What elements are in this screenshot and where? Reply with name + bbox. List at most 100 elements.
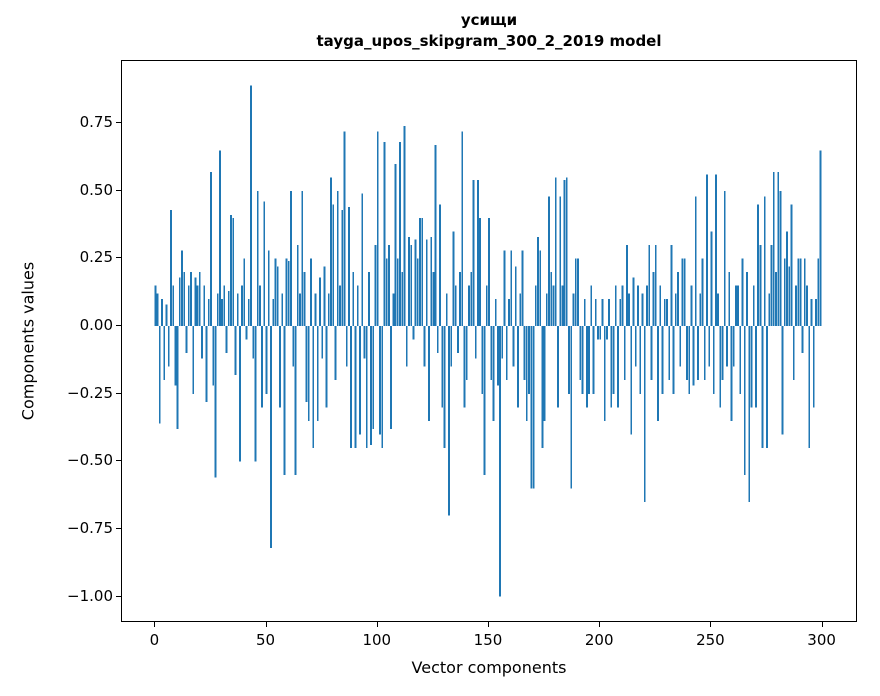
bar <box>714 174 717 327</box>
bar <box>501 326 504 359</box>
bar <box>459 272 461 327</box>
bar <box>592 326 595 394</box>
bar <box>316 326 319 421</box>
bar <box>181 250 183 327</box>
bar <box>777 171 780 327</box>
bar <box>356 285 359 327</box>
bar <box>223 285 226 327</box>
bar <box>521 250 524 327</box>
bar <box>379 326 381 435</box>
bar <box>428 326 430 421</box>
bar <box>279 326 281 408</box>
bar <box>688 326 691 394</box>
y-tick-label: −1.00 <box>67 586 113 605</box>
bar <box>270 326 272 548</box>
y-tick-label: 0.25 <box>79 248 113 267</box>
bar <box>383 142 386 327</box>
bar <box>376 131 379 327</box>
chart-title-line1: усищи <box>460 11 518 29</box>
bar <box>218 150 221 327</box>
bar <box>783 258 786 327</box>
bar <box>350 326 352 448</box>
bar <box>761 326 764 448</box>
bar <box>752 285 755 327</box>
bar <box>176 326 179 429</box>
bar <box>385 258 388 327</box>
bar <box>272 299 275 327</box>
bar <box>283 326 286 475</box>
bar <box>577 258 579 327</box>
bar <box>254 326 257 462</box>
bar <box>412 326 415 340</box>
bar <box>174 326 177 386</box>
bar <box>372 326 375 429</box>
bar <box>156 293 159 327</box>
bar <box>483 326 486 475</box>
bar <box>759 244 762 327</box>
chart-title: усищи tayga_upos_skipgram_300_2_2019 mod… <box>121 10 857 52</box>
y-tick-label: 0.75 <box>79 113 113 132</box>
bar <box>345 326 348 367</box>
bar <box>481 326 484 394</box>
bar <box>319 277 321 327</box>
y-tick-label: −0.25 <box>67 383 113 402</box>
bar <box>550 272 553 327</box>
bar <box>241 285 243 327</box>
bar <box>232 217 235 327</box>
bar <box>610 326 613 408</box>
bar <box>354 326 357 448</box>
bar <box>214 326 217 478</box>
bar <box>330 177 332 327</box>
bar <box>456 326 459 354</box>
bar <box>652 272 655 327</box>
bar <box>594 299 597 327</box>
bar <box>361 193 364 327</box>
bar <box>419 217 421 327</box>
bar <box>532 326 535 489</box>
bar <box>421 217 424 327</box>
bar <box>210 171 212 327</box>
bar <box>614 285 617 327</box>
bar <box>663 299 666 327</box>
bar <box>755 326 757 408</box>
bar <box>579 326 582 381</box>
bar <box>692 326 695 386</box>
bar <box>396 258 399 327</box>
bar <box>305 326 308 402</box>
bar <box>514 266 517 327</box>
bar <box>683 258 686 327</box>
y-tick-label: −0.50 <box>67 451 113 470</box>
bar <box>563 180 566 327</box>
bar <box>416 258 419 327</box>
y-tick-label: −0.75 <box>67 519 113 538</box>
bar <box>488 217 490 327</box>
bar <box>216 293 219 327</box>
bar <box>359 326 361 435</box>
bar <box>365 326 368 448</box>
bar <box>732 326 735 367</box>
bar <box>679 326 682 367</box>
bar <box>801 326 804 354</box>
bar <box>294 326 297 475</box>
bar <box>741 258 744 327</box>
bar <box>190 272 192 327</box>
bar <box>757 204 760 327</box>
bar <box>499 326 502 597</box>
bar <box>750 326 753 408</box>
bar <box>263 201 266 327</box>
bar <box>470 272 473 327</box>
bar <box>559 196 562 327</box>
bar <box>494 299 497 327</box>
chart-title-line2: tayga_upos_skipgram_300_2_2019 model <box>316 32 662 50</box>
bar <box>603 326 606 421</box>
bar <box>668 326 671 381</box>
bar <box>545 293 548 327</box>
bar <box>167 326 170 367</box>
bar <box>370 326 373 446</box>
bar <box>185 326 188 354</box>
bar <box>299 293 301 327</box>
x-tick-mark <box>821 622 823 627</box>
bar <box>463 326 466 408</box>
bar <box>154 285 157 327</box>
bar <box>617 326 619 408</box>
